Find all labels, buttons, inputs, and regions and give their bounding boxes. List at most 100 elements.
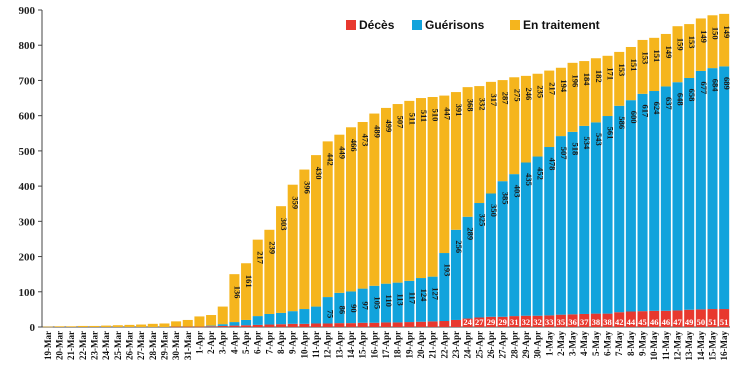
- bar-guerisons: [602, 116, 613, 314]
- bar-guerisons: [649, 91, 660, 311]
- data-label-deces: 29: [498, 317, 507, 327]
- x-tick-label: 22-Apr: [439, 331, 449, 359]
- bar-en-traitement: [264, 229, 275, 314]
- data-label-en-traitement: 489: [372, 125, 382, 138]
- bar-en-traitement: [672, 26, 683, 83]
- data-label-en-traitement: 171: [606, 67, 616, 80]
- x-tick-label: 24-Mar: [101, 331, 111, 360]
- y-tick-label: 100: [19, 287, 36, 299]
- bar-en-traitement: [334, 134, 345, 293]
- data-label-en-traitement: 447: [442, 107, 452, 121]
- bar-labels: 1361612172393033593964307544286449904669…: [232, 25, 732, 327]
- x-tick-label: 9-May: [638, 331, 648, 356]
- data-label-guerisons: 124: [419, 289, 429, 303]
- bar-guerisons: [660, 86, 671, 311]
- bar-guerisons: [427, 276, 438, 322]
- data-label-deces: 27: [475, 317, 484, 327]
- x-tick-label: 6-Apr: [253, 331, 263, 354]
- x-tick-label: 13-May: [684, 331, 694, 361]
- bar-en-traitement: [404, 100, 415, 281]
- data-label-guerisons: 658: [687, 89, 697, 102]
- bar-en-traitement: [462, 87, 473, 217]
- data-label-guerisons: 90: [349, 304, 359, 313]
- data-label-guerisons: 256: [454, 240, 464, 253]
- data-label-deces: 46: [662, 317, 671, 327]
- bar-deces: [462, 318, 473, 327]
- data-label-en-traitement: 275: [512, 89, 522, 102]
- bar-en-traitement: [719, 13, 730, 67]
- x-tick-label: 17-Apr: [381, 331, 391, 359]
- x-tick-label: 24-Apr: [463, 331, 473, 359]
- data-label-en-traitement: 153: [617, 64, 627, 77]
- legend-swatch-guerisons: [412, 20, 422, 30]
- data-label-guerisons: 543: [594, 133, 604, 146]
- bar-deces: [602, 313, 613, 327]
- x-tick-label: 16-May: [719, 331, 729, 361]
- legend-swatch-en-traitement: [510, 20, 520, 30]
- data-label-en-traitement: 153: [687, 36, 697, 49]
- bar-guerisons: [241, 319, 252, 326]
- data-label-guerisons: 689: [722, 77, 732, 90]
- x-tick-label: 11-May: [661, 331, 671, 360]
- bar-en-traitement: [485, 81, 496, 194]
- data-label-deces: 31: [510, 317, 519, 327]
- data-label-en-traitement: 303: [279, 218, 289, 231]
- bar-en-traitement: [637, 39, 648, 94]
- x-tick-label: 9-Apr: [288, 331, 298, 354]
- data-label-guerisons: 624: [652, 102, 662, 116]
- data-label-guerisons: 561: [606, 127, 616, 140]
- bar-en-traitement: [159, 323, 170, 327]
- x-tick-label: 7-Apr: [264, 331, 274, 354]
- x-tick-label: 27-Apr: [498, 331, 508, 359]
- data-label-guerisons: 518: [571, 142, 581, 155]
- data-label-en-traitement: 149: [664, 46, 674, 59]
- bar-guerisons: [276, 312, 287, 325]
- bar-guerisons: [567, 131, 578, 315]
- x-tick-label: 15-May: [708, 331, 718, 361]
- data-label-guerisons: 97: [361, 301, 371, 310]
- data-label-guerisons: 507: [559, 147, 569, 161]
- bar-deces: [311, 323, 322, 327]
- legend: Décès Guérisons En traitement: [346, 18, 600, 32]
- x-tick-label: 3-May: [568, 331, 578, 356]
- x-tick-label: 4-Apr: [229, 331, 239, 354]
- bar-guerisons: [404, 280, 415, 323]
- bar-en-traitement: [415, 98, 426, 279]
- bar-en-traitement: [206, 315, 217, 326]
- bar-en-traitement: [567, 62, 578, 132]
- data-label-en-traitement: 391: [454, 104, 464, 117]
- data-label-en-traitement: 466: [349, 139, 359, 152]
- data-label-deces: 49: [685, 317, 694, 327]
- bar-guerisons: [439, 253, 450, 322]
- bar-en-traitement: [42, 326, 53, 328]
- data-label-en-traitement: 151: [652, 49, 662, 62]
- bars: [42, 13, 730, 328]
- bar-en-traitement: [147, 323, 158, 327]
- x-tick-label: 4-May: [579, 331, 589, 356]
- bar-guerisons: [299, 309, 310, 324]
- x-tick-label: 5-Apr: [241, 331, 251, 354]
- data-label-deces: 42: [615, 317, 624, 327]
- x-tick-label: 1-May: [544, 331, 554, 356]
- data-label-en-traitement: 511: [407, 113, 417, 125]
- legend-label-deces: Décès: [359, 18, 395, 32]
- bar-en-traitement: [497, 80, 508, 182]
- data-label-en-traitement: 136: [232, 286, 242, 299]
- bar-en-traitement: [450, 92, 461, 230]
- x-axis-ticks: 19-Mar 20-Mar 21-Mar 22-Mar 23-Mar 24-Mar 25-M…: [43, 331, 729, 361]
- data-label-guerisons: 677: [699, 82, 709, 96]
- x-tick-label: 20-Mar: [54, 331, 64, 360]
- y-tick-label: 600: [19, 111, 36, 123]
- x-tick-label: 3-Apr: [218, 331, 228, 354]
- bar-deces: [334, 323, 345, 327]
- data-label-deces: 51: [720, 317, 729, 327]
- bar-en-traitement: [346, 127, 357, 292]
- bar-deces: [322, 323, 333, 327]
- bar-en-traitement: [322, 141, 333, 298]
- x-tick-label: 18-Apr: [393, 331, 403, 359]
- x-tick-label: 15-Apr: [358, 331, 368, 359]
- data-label-en-traitement: 217: [256, 251, 266, 265]
- x-tick-label: 13-Apr: [334, 331, 344, 359]
